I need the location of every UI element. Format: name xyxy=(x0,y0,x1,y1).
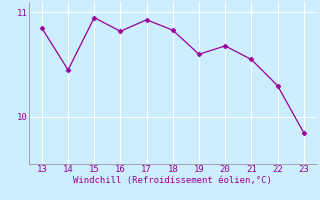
X-axis label: Windchill (Refroidissement éolien,°C): Windchill (Refroidissement éolien,°C) xyxy=(73,176,272,185)
